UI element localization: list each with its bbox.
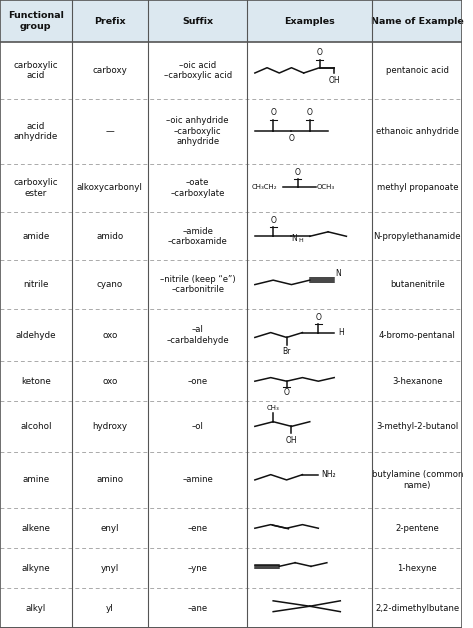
Text: –oic acid
–carboxylic acid: –oic acid –carboxylic acid [164, 61, 232, 80]
Text: acid
anhydride: acid anhydride [14, 122, 58, 141]
Text: oxo: oxo [102, 330, 117, 340]
Text: carboxylic
ester: carboxylic ester [14, 178, 58, 198]
Text: Name of Example: Name of Example [371, 16, 464, 26]
Bar [0, 452, 463, 508]
Text: amine: amine [22, 475, 49, 484]
Text: –one: –one [188, 377, 208, 386]
Bar [0, 508, 463, 548]
Text: cyano: cyano [96, 280, 123, 289]
Text: 3-hexanone: 3-hexanone [392, 377, 443, 386]
Text: 2-pentene: 2-pentene [395, 524, 439, 533]
Text: butanenitrile: butanenitrile [390, 280, 445, 289]
Text: methyl propanoate: methyl propanoate [377, 183, 458, 192]
Text: Prefix: Prefix [94, 16, 126, 26]
Text: aldehyde: aldehyde [16, 330, 56, 340]
Text: –al
–carbaldehyde: –al –carbaldehyde [166, 325, 229, 345]
Text: ketone: ketone [21, 377, 51, 386]
Text: 4-bromo-pentanal: 4-bromo-pentanal [379, 330, 455, 340]
Bar [0, 261, 463, 309]
Text: –nitrile (keep “e”)
–carbonitrile: –nitrile (keep “e”) –carbonitrile [160, 275, 236, 295]
Text: Suffix: Suffix [182, 16, 213, 26]
Text: carboxy: carboxy [92, 66, 127, 75]
Bar [0, 588, 463, 628]
Bar [0, 99, 463, 164]
Text: butylamine (common
name): butylamine (common name) [372, 470, 463, 490]
Text: oxo: oxo [102, 377, 117, 386]
Text: amido: amido [96, 232, 123, 241]
Text: amide: amide [22, 232, 50, 241]
Text: ynyl: ynyl [101, 564, 119, 573]
Text: Examples: Examples [284, 16, 335, 26]
Bar [0, 0, 463, 42]
Text: ethanoic anhydride: ethanoic anhydride [376, 127, 459, 136]
Text: –ol: –ol [192, 422, 203, 431]
Text: alkyne: alkyne [21, 564, 50, 573]
Bar [0, 212, 463, 261]
Bar [0, 164, 463, 212]
Text: carboxylic
acid: carboxylic acid [14, 61, 58, 80]
Text: 1-hexyne: 1-hexyne [397, 564, 437, 573]
Text: –ane: –ane [188, 604, 208, 612]
Text: 2,2-dimethylbutane: 2,2-dimethylbutane [375, 604, 459, 612]
Text: amino: amino [96, 475, 123, 484]
Text: alkyl: alkyl [26, 604, 46, 612]
Text: –ene: –ene [188, 524, 208, 533]
Text: alkoxycarbonyl: alkoxycarbonyl [77, 183, 143, 192]
Text: Functional
group: Functional group [8, 11, 64, 31]
Text: —: — [105, 127, 114, 136]
Text: hydroxy: hydroxy [92, 422, 127, 431]
Bar [0, 361, 463, 401]
Bar [0, 42, 463, 99]
Text: pentanoic acid: pentanoic acid [386, 66, 449, 75]
Text: N-propylethanamide: N-propylethanamide [374, 232, 461, 241]
Text: –amine: –amine [182, 475, 213, 484]
Bar [0, 548, 463, 588]
Text: –yne: –yne [188, 564, 208, 573]
Text: –oic anhydride
–carboxylic
anhydride: –oic anhydride –carboxylic anhydride [166, 116, 229, 146]
Text: 3-methyl-2-butanol: 3-methyl-2-butanol [376, 422, 458, 431]
Text: nitrile: nitrile [23, 280, 49, 289]
Bar [0, 401, 463, 452]
Text: –oate
–carboxylate: –oate –carboxylate [170, 178, 225, 198]
Bar [0, 309, 463, 361]
Text: alkene: alkene [21, 524, 50, 533]
Text: –amide
–carboxamide: –amide –carboxamide [168, 227, 228, 246]
Text: alcohol: alcohol [20, 422, 52, 431]
Text: yl: yl [106, 604, 114, 612]
Text: enyl: enyl [101, 524, 119, 533]
